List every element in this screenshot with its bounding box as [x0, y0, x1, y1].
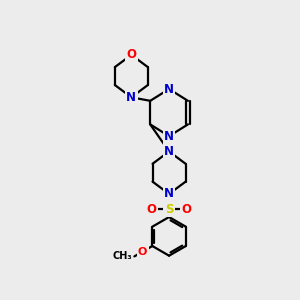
Text: N: N [126, 91, 136, 104]
Text: S: S [165, 203, 173, 216]
Text: O: O [182, 203, 192, 216]
Text: N: N [164, 188, 174, 200]
Text: N: N [164, 145, 174, 158]
Text: O: O [138, 247, 147, 257]
Text: N: N [164, 82, 174, 95]
Text: O: O [126, 48, 136, 62]
Text: O: O [146, 203, 156, 216]
Text: CH₃: CH₃ [113, 251, 133, 261]
Text: N: N [164, 130, 174, 143]
